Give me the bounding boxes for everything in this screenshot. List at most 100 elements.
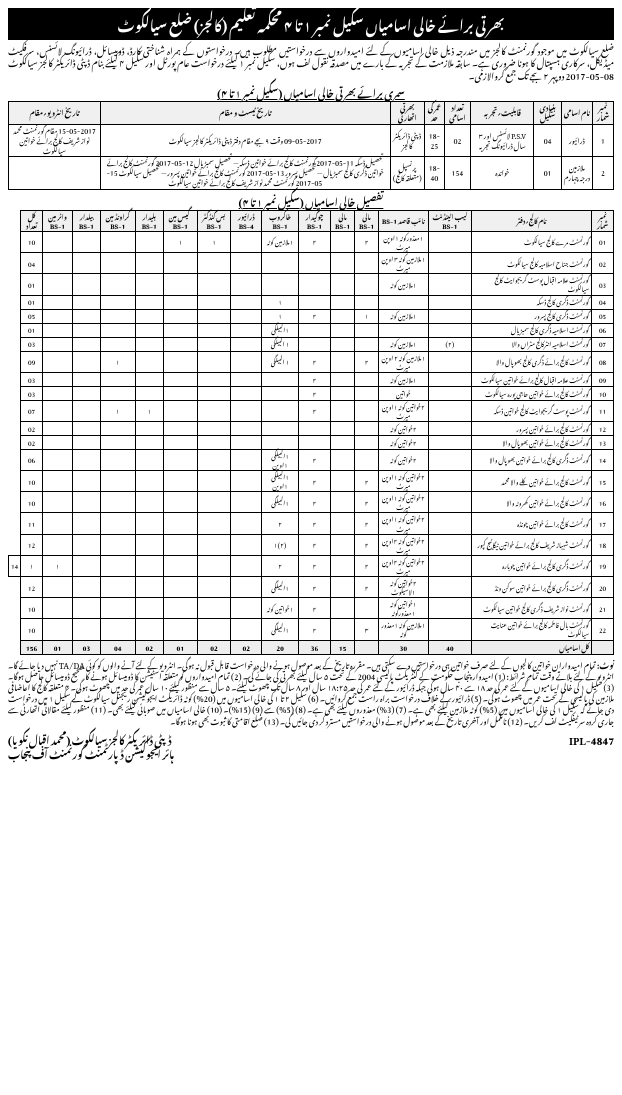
detail-cell <box>298 253 330 274</box>
detail-cell: 01 <box>592 231 614 252</box>
detail-cell <box>197 492 230 513</box>
detail-cell <box>197 274 230 295</box>
detail-cell <box>355 253 379 274</box>
detail-cell <box>73 492 101 513</box>
detail-cell <box>163 449 197 470</box>
detail-cell <box>135 449 163 470</box>
detail-cell <box>428 555 472 576</box>
detail-cell <box>197 534 230 555</box>
footer-notes: نوٹ: تمام امیدواران خواتین کالجوں کے لئے… <box>8 659 614 726</box>
detail-cell: ۲ <box>355 577 379 598</box>
summary-cell: پرنسپل (متعلقہ کالج) <box>390 157 424 189</box>
detail-cell: ۲ <box>298 492 330 513</box>
detail-cell <box>197 309 230 323</box>
detail-cell: ۳ <box>355 619 379 640</box>
detail-cell <box>73 619 101 640</box>
detail-cell <box>42 323 72 337</box>
detail-cell: ۲ <box>298 351 330 372</box>
detail-cell: 04 <box>21 253 43 274</box>
detail-cell: 03 <box>21 386 43 400</box>
detail-cell <box>100 231 135 252</box>
total-cell: 30 <box>379 640 429 654</box>
detail-cell <box>428 449 472 470</box>
detail-cell <box>100 309 135 323</box>
detail-cell: 14 <box>9 555 21 576</box>
detail-cell: ۲ <box>355 513 379 534</box>
detail-cell <box>73 449 101 470</box>
detail-cell <box>135 309 163 323</box>
detail-cell <box>73 421 101 435</box>
detail-cell <box>73 598 101 619</box>
summary-cell: ڈپٹی ڈائریکٹر کالجز <box>390 124 424 156</box>
detail-cell: 03 <box>21 337 43 351</box>
detail-cell: ۱ <box>135 400 163 421</box>
detail-header: خاکروب BS-1 <box>262 210 298 231</box>
detail-cell: ۲ <box>355 351 379 372</box>
detail-cell: ۲ <box>355 555 379 576</box>
detail-cell <box>231 534 262 555</box>
detail-cell <box>135 435 163 449</box>
detail-cell: گورنمنٹ بال فاطمہ کالج برائے خواتین عنای… <box>472 619 592 640</box>
detail-header: واٹر مین BS-1 <box>42 210 72 231</box>
detail-cell: 12 <box>21 534 43 555</box>
detail-cell: 08 <box>592 351 614 372</box>
detail-cell: 10 <box>21 471 43 492</box>
detail-cell <box>135 471 163 492</box>
detail-cell: 06 <box>21 449 43 470</box>
detail-cell <box>163 421 197 435</box>
detail-cell <box>163 309 197 323</box>
total-cell: 156 <box>21 640 43 654</box>
detail-cell <box>355 400 379 421</box>
detail-cell <box>73 372 101 386</box>
detail-cell <box>428 372 472 386</box>
detail-cell: ۲ <box>298 598 330 619</box>
detail-cell <box>197 555 230 576</box>
detail-cell <box>197 372 230 386</box>
summary-cell: P.S.V لائسنس اور ۳ سال ڈرائیونگ تجربہ <box>471 124 534 156</box>
detail-cell <box>73 513 101 534</box>
detail-cell <box>73 400 101 421</box>
detail-cell <box>197 421 230 435</box>
summary-cell: 01 <box>534 157 561 189</box>
detail-cell: ۱ملازمین کوٹہ <box>262 231 298 252</box>
detail-cell <box>42 534 72 555</box>
detail-cell: گورنمنٹ کالج برائے ڈگری کالج بھوپال والا <box>472 351 592 372</box>
detail-cell: ۲ <box>298 400 330 421</box>
detail-cell <box>262 372 298 386</box>
detail-cell <box>331 421 355 435</box>
detail-cell <box>135 492 163 513</box>
detail-cell <box>100 323 135 337</box>
detail-cell <box>231 619 262 640</box>
summary-header: عمر کی حد <box>425 102 445 125</box>
total-cell <box>355 640 379 654</box>
detail-cell: ۱خواتین کوٹہ <box>262 598 298 619</box>
detail-cell <box>355 421 379 435</box>
detail-cell <box>428 619 472 640</box>
detail-cell: گورنمنٹ کالج برائے خواتین کھروٹہ والا <box>472 492 592 513</box>
total-cell: 02 <box>231 640 262 654</box>
total-cell: 40 <box>428 640 472 654</box>
detail-cell <box>331 386 355 400</box>
detail-cell: 09 <box>21 351 43 372</box>
detail-cell: 20 <box>592 577 614 598</box>
detail-cell <box>298 323 330 337</box>
detail-cell <box>428 351 472 372</box>
detail-cell: 10 <box>21 492 43 513</box>
detail-cell <box>197 295 230 309</box>
detail-cell <box>135 386 163 400</box>
detail-cell: ۲ <box>298 309 330 323</box>
detail-cell <box>42 351 72 372</box>
detail-cell <box>100 253 135 274</box>
detail-cell <box>135 253 163 274</box>
detail-cell: 10 <box>21 231 43 252</box>
summary-section-title: سمری برائے بھرتی خالی اسامیاں (سکیل نمبر… <box>8 85 614 99</box>
detail-cell <box>262 386 298 400</box>
detail-cell <box>73 295 101 309</box>
detail-cell <box>163 492 197 513</box>
detail-cell <box>197 323 230 337</box>
detail-header: نام کالج؍دفتر <box>472 210 592 231</box>
detail-cell <box>355 274 379 295</box>
detail-cell <box>163 253 197 274</box>
detail-cell <box>135 555 163 576</box>
detail-cell <box>163 372 197 386</box>
